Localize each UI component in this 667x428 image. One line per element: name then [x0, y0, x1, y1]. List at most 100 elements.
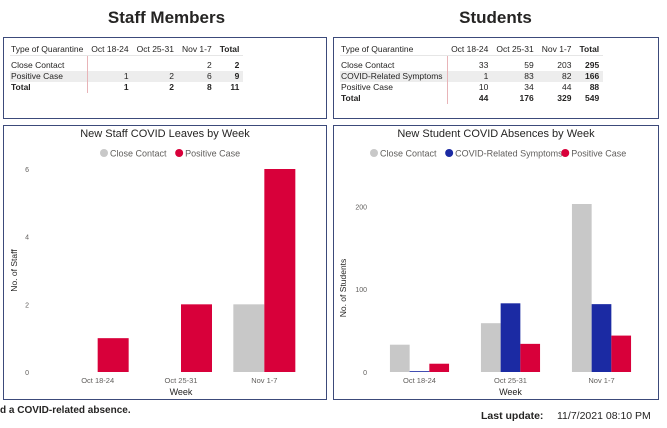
table-cell: 44 — [562, 82, 572, 92]
table-row: Close Contact 33 59 203 295 — [340, 60, 603, 71]
total-cell: 2 — [169, 82, 174, 92]
total-cell: 1 — [123, 82, 129, 92]
x-tick-label: Oct 25-31 — [494, 376, 527, 385]
column-header[interactable]: Total — [575, 42, 604, 56]
bar-positive-case — [611, 335, 632, 372]
total-row: Total 1 2 8 11 — [10, 82, 243, 93]
table-cell: 88 — [589, 82, 600, 92]
y-tick-label: 2 — [25, 302, 29, 309]
total-cell: 329 — [557, 93, 572, 103]
y-tick-label: 4 — [25, 235, 29, 242]
chart-title: New Staff COVID Leaves by Week — [80, 128, 250, 140]
staff-chart-panel[interactable]: New Staff COVID Leaves by Week Close Cont… — [3, 125, 327, 400]
table-row: Positive Case 1 2 6 9 — [10, 71, 244, 82]
x-axis-label: Week — [170, 387, 193, 397]
staff-table-panel: Type of Quarantine Oct 18-24 Oct 25-31 Nov … — [3, 37, 327, 119]
x-tick-label: Nov 1-7 — [251, 376, 277, 385]
x-tick-label: Oct 18-24 — [403, 376, 436, 385]
table-cell: 9 — [215, 71, 244, 82]
column-header[interactable]: Oct 25-31 — [492, 42, 538, 56]
y-axis-label: No. of Students — [338, 259, 348, 318]
total-cell: 11 — [230, 82, 240, 92]
table-row: Positive Case 10 34 44 88 — [340, 82, 603, 93]
table-cell: Positive Case — [10, 71, 88, 82]
legend-label: Close Contact — [380, 149, 437, 159]
staff-heading: Staff Members — [107, 8, 226, 27]
table-cell: Close Contact — [340, 60, 448, 71]
column-header[interactable]: Type of Quarantine — [340, 42, 448, 56]
table-cell: 2 — [132, 71, 178, 82]
bar-positive-case — [429, 363, 450, 372]
column-header[interactable]: Oct 18-24 — [87, 42, 133, 56]
column-header[interactable]: Type of Quarantine — [10, 42, 88, 56]
legend-label: Close Contact — [110, 149, 167, 159]
table-cell: 34 — [524, 82, 534, 92]
table-cell: 10 — [478, 82, 489, 92]
x-tick-label: Oct 18-24 — [81, 376, 114, 385]
legend-item[interactable]: Positive Case — [175, 149, 240, 159]
column-header[interactable]: Total — [215, 42, 244, 56]
total-cell: 8 — [206, 82, 212, 92]
table-cell: Positive Case — [340, 82, 448, 93]
legend-marker — [561, 149, 570, 157]
total-cell: 176 — [519, 93, 534, 103]
table-cell: 33 — [478, 60, 489, 70]
table-cell: 1 — [87, 71, 133, 82]
y-tick-label: 0 — [363, 370, 367, 377]
staff-leaves-chart[interactable]: New Staff COVID Leaves by Week Close Cont… — [4, 126, 326, 399]
chart-title: New Student COVID Absences by Week — [397, 128, 595, 140]
legend-item[interactable]: COVID-Related Symptoms — [445, 149, 563, 159]
legend-marker — [445, 149, 454, 157]
table-row: Close Contact 2 2 — [10, 60, 243, 71]
y-tick-label: 0 — [25, 370, 29, 377]
bar-covid-related-symptoms — [591, 304, 612, 372]
column-header[interactable]: Oct 25-31 — [132, 42, 178, 56]
table-cell — [87, 60, 132, 71]
column-header[interactable]: Oct 18-24 — [447, 42, 493, 56]
bar-covid-related-symptoms — [500, 303, 521, 372]
bar-positive-case — [181, 304, 212, 372]
table-cell: 59 — [524, 60, 534, 70]
students-quarantine-table: Type of Quarantine Oct 18-24 Oct 25-31 Nov … — [340, 42, 604, 104]
column-header[interactable]: Nov 1-7 — [177, 42, 216, 56]
y-tick-label: 200 — [355, 204, 367, 211]
bar-positive-case — [264, 169, 296, 372]
table-cell: Close Contact — [10, 60, 88, 71]
table-cell: 83 — [492, 71, 538, 82]
legend-item[interactable]: Positive Case — [561, 149, 626, 159]
bar-covid-related-symptoms — [409, 371, 430, 372]
y-tick-label: 100 — [355, 287, 367, 294]
footer-note: d a COVID-related absence. — [0, 405, 131, 416]
students-heading: Students — [459, 8, 532, 27]
table-cell: 166 — [575, 71, 604, 82]
total-cell: 549 — [584, 93, 600, 103]
table-cell: 6 — [177, 71, 216, 82]
table-cell: 203 — [557, 60, 572, 70]
x-axis-label: Week — [499, 387, 522, 397]
staff-quarantine-table: Type of Quarantine Oct 18-24 Oct 25-31 Nov … — [10, 42, 244, 93]
legend-marker — [175, 149, 184, 157]
legend-item[interactable]: Close Contact — [100, 149, 167, 159]
legend-label: COVID-Related Symptoms — [455, 149, 563, 159]
total-cell: Total — [340, 93, 448, 104]
x-tick-label: Nov 1-7 — [588, 376, 614, 385]
legend-marker — [100, 149, 108, 157]
students-chart-panel[interactable]: New Student COVID Absences by Week Close … — [333, 125, 659, 400]
legend-label: Positive Case — [571, 149, 626, 159]
bar-close-contact — [480, 323, 501, 372]
last-update-label: Last update: — [481, 410, 544, 422]
legend-item[interactable]: Close Contact — [370, 149, 437, 159]
total-row: Total 44 176 329 549 — [340, 93, 603, 104]
table-cell — [133, 60, 178, 71]
x-tick-label: Oct 25-31 — [165, 376, 198, 385]
y-tick-label: 6 — [25, 167, 29, 174]
table-cell: 82 — [537, 71, 576, 82]
column-header[interactable]: Nov 1-7 — [537, 42, 576, 56]
students-table-panel: Type of Quarantine Oct 18-24 Oct 25-31 Nov … — [333, 37, 659, 119]
table-row: COVID-Related Symptoms 1 83 82 166 — [340, 71, 604, 82]
table-cell: 1 — [447, 71, 493, 82]
bar-close-contact — [233, 304, 265, 372]
total-cell: Total — [10, 82, 88, 93]
student-absences-chart[interactable]: New Student COVID Absences by Week Close … — [334, 126, 658, 399]
table-cell: 295 — [584, 60, 600, 70]
